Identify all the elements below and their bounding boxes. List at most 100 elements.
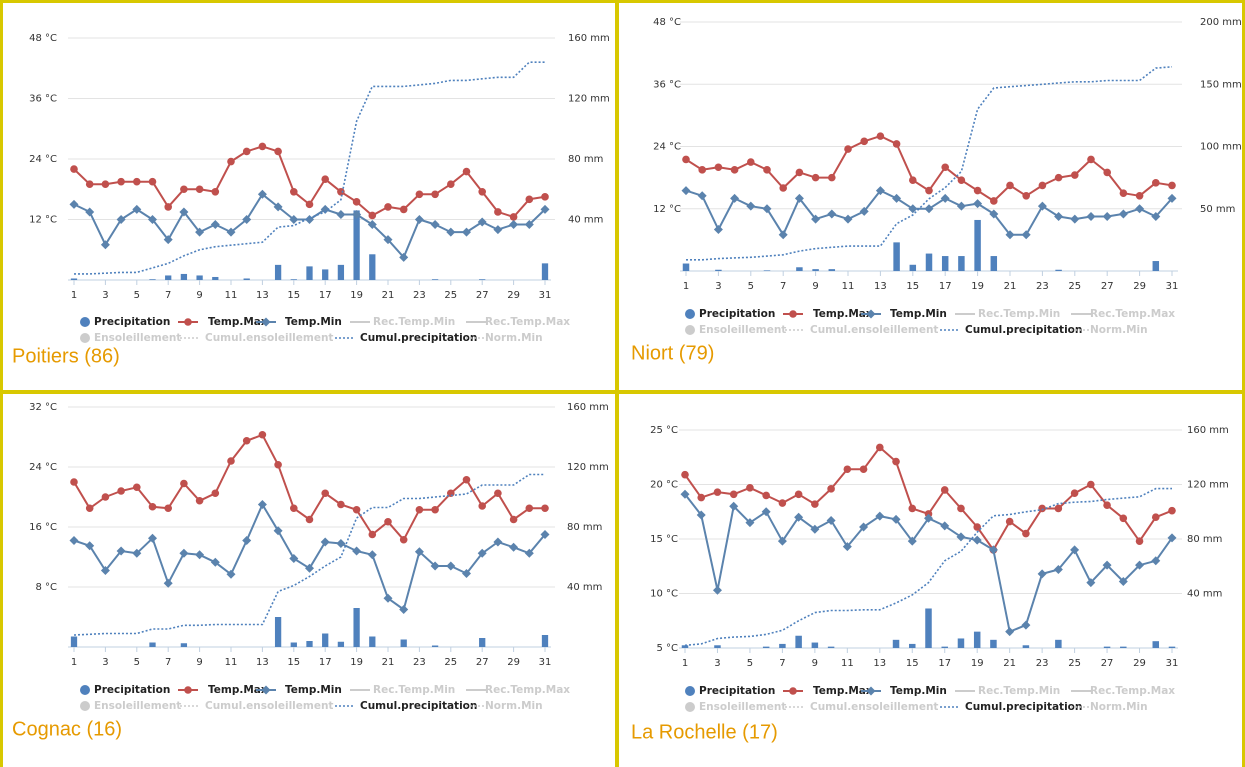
bar <box>70 278 78 280</box>
marker-circle <box>860 137 868 146</box>
marker-diamond <box>462 227 471 237</box>
marker-circle <box>258 430 267 439</box>
x-tick-label: 1 <box>683 281 689 292</box>
bar <box>1152 641 1160 648</box>
legend-label: Norm.Min <box>485 700 543 712</box>
y2-tick-label: 80 mm <box>1187 534 1222 545</box>
marker-diamond <box>336 539 346 548</box>
marker-circle <box>290 504 298 513</box>
marker-diamond <box>1102 560 1112 570</box>
marker-diamond <box>730 193 740 203</box>
bar <box>893 242 900 271</box>
x-tick-label: 13 <box>874 281 887 292</box>
marker-diamond <box>1135 560 1145 570</box>
marker-diamond <box>1021 230 1031 240</box>
x-tick-label: 25 <box>444 657 457 668</box>
marker-circle <box>321 175 330 183</box>
x-tick-label: 25 <box>1068 281 1081 292</box>
marker-circle <box>1152 179 1160 187</box>
marker-diamond <box>843 214 853 224</box>
y2-tick-label: 80 mm <box>567 522 602 533</box>
marker-circle <box>321 489 330 498</box>
marker-circle <box>1038 181 1047 190</box>
x-tick-label: 27 <box>1101 658 1114 669</box>
marker-diamond <box>210 557 220 567</box>
marker-diamond <box>69 199 79 209</box>
marker-circle <box>1168 181 1176 190</box>
marker-circle <box>973 186 982 195</box>
y2-tick-label: 200 mm <box>1200 17 1242 28</box>
marker-diamond <box>540 530 550 539</box>
marker-circle <box>859 465 868 474</box>
marker-diamond <box>794 193 804 203</box>
marker-diamond <box>430 220 440 230</box>
marker-diamond <box>1167 193 1177 203</box>
x-tick-label: 11 <box>841 658 854 669</box>
y2-tick-label: 50 mm <box>1200 204 1235 215</box>
legend-label: Cumul.precipitation <box>965 324 1082 336</box>
bar <box>353 608 360 647</box>
legend-label: Temp.Max <box>813 308 873 320</box>
marker-diamond <box>273 202 283 212</box>
bar <box>827 646 835 648</box>
bar <box>290 642 297 647</box>
marker-diamond <box>163 235 173 245</box>
marker-circle <box>525 504 534 513</box>
x-tick-label: 23 <box>1036 658 1049 669</box>
legend-symbol <box>685 325 695 335</box>
marker-diamond <box>509 542 519 552</box>
y-tick-label: 12 °C <box>29 215 57 226</box>
cumulative-line <box>73 473 545 636</box>
x-tick-label: 1 <box>682 658 688 669</box>
y-tick-label: 24 °C <box>29 154 57 165</box>
marker-diamond <box>148 215 157 224</box>
marker-circle <box>352 505 361 514</box>
marker-circle <box>1022 529 1030 538</box>
legend-label: Temp.Min <box>890 685 947 697</box>
y2-tick-label: 160 mm <box>567 402 609 413</box>
x-tick-label: 11 <box>842 281 855 292</box>
bar <box>974 219 981 271</box>
x-tick-label: 9 <box>812 658 818 669</box>
marker-circle <box>274 147 282 156</box>
marker-circle <box>1038 504 1046 513</box>
y-tick-label: 25 °C <box>650 425 678 436</box>
marker-diamond <box>712 585 722 595</box>
marker-diamond <box>1070 545 1080 555</box>
marker-circle <box>117 487 125 495</box>
marker-diamond <box>681 186 691 196</box>
x-tick-label: 19 <box>350 290 363 301</box>
x-tick-label: 17 <box>939 281 952 292</box>
y-tick-label: 48 °C <box>29 33 57 44</box>
marker-diamond <box>746 201 756 211</box>
marker-diamond <box>116 215 126 224</box>
x-tick-label: 29 <box>507 290 520 301</box>
bar <box>353 210 360 280</box>
bar <box>941 256 949 271</box>
bar <box>180 273 188 280</box>
chart-panel: 12 °C 24 °C 36 °C 48 °C 50 mm 100 mm 150 mm 200… <box>631 17 1242 364</box>
marker-circle <box>85 180 94 189</box>
x-tick-label: 3 <box>102 657 108 668</box>
y2-tick-label: 40 mm <box>568 215 603 226</box>
marker-diamond <box>179 207 189 217</box>
marker-circle <box>133 483 141 492</box>
marker-diamond <box>729 501 739 511</box>
bar <box>180 643 188 647</box>
marker-circle <box>876 443 884 452</box>
marker-diamond <box>179 548 189 558</box>
y2-tick-label: 120 mm <box>567 462 609 473</box>
marker-diamond <box>973 199 983 209</box>
marker-circle <box>811 173 820 182</box>
marker-circle <box>746 483 754 492</box>
x-tick-label: 15 <box>906 658 919 669</box>
marker-circle <box>148 177 157 186</box>
marker-circle <box>1103 501 1111 510</box>
legend-symbol <box>80 333 90 343</box>
marker-circle <box>337 187 345 196</box>
bar <box>925 608 932 648</box>
marker-circle <box>794 490 803 499</box>
bar <box>322 633 329 647</box>
bar <box>682 263 690 271</box>
legend-label: Precipitation <box>94 316 170 328</box>
